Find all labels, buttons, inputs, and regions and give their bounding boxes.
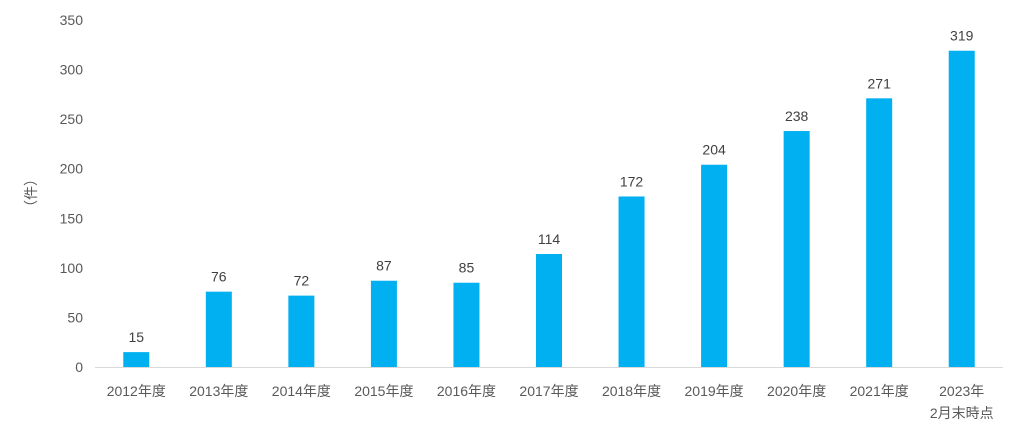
x-tick-label: 2月末時点 bbox=[930, 405, 994, 421]
y-axis-ticks: 0 50 100 150 200 250 300 350 bbox=[60, 12, 84, 375]
data-label: 76 bbox=[211, 269, 227, 285]
bar bbox=[866, 98, 893, 367]
data-label: 87 bbox=[376, 258, 392, 274]
data-label: 319 bbox=[950, 28, 974, 44]
data-label: 15 bbox=[128, 329, 144, 345]
bar bbox=[370, 280, 397, 367]
x-tick-label: 2018年度 bbox=[602, 383, 661, 399]
bar bbox=[783, 131, 810, 367]
bar bbox=[453, 282, 480, 367]
x-tick-label: 2014年度 bbox=[272, 383, 331, 399]
bar bbox=[123, 352, 150, 367]
x-tick-label: 2021年度 bbox=[850, 383, 909, 399]
y-axis-label: （件） bbox=[23, 172, 39, 214]
data-label: 238 bbox=[785, 108, 809, 124]
data-label: 204 bbox=[702, 142, 726, 158]
data-label: 271 bbox=[868, 75, 892, 91]
x-tick-label: 2023年 bbox=[939, 383, 984, 399]
bar bbox=[618, 196, 645, 367]
x-tick-label: 2019年度 bbox=[685, 383, 744, 399]
y-tick-label: 350 bbox=[60, 12, 84, 28]
x-tick-label: 2020年度 bbox=[767, 383, 826, 399]
x-tick-label: 2012年度 bbox=[107, 383, 166, 399]
x-tick-label: 2017年度 bbox=[519, 383, 578, 399]
bar bbox=[536, 253, 562, 367]
y-tick-label: 250 bbox=[60, 111, 84, 127]
data-label: 85 bbox=[459, 260, 475, 276]
x-tick-label: 2016年度 bbox=[437, 383, 496, 399]
bar bbox=[701, 164, 728, 367]
y-tick-label: 100 bbox=[60, 260, 84, 276]
data-label: 114 bbox=[538, 231, 561, 247]
data-label: 172 bbox=[620, 173, 644, 189]
x-tick-label: 2015年度 bbox=[354, 383, 413, 399]
y-tick-label: 150 bbox=[60, 210, 84, 226]
bar bbox=[948, 50, 975, 368]
x-tick-label: 2013年度 bbox=[189, 383, 248, 399]
bar bbox=[288, 295, 315, 367]
bar bbox=[205, 291, 232, 367]
y-tick-label: 50 bbox=[67, 309, 83, 325]
y-tick-label: 200 bbox=[60, 161, 84, 177]
x-axis-ticks: 2012年度 2013年度 2014年度 2015年度 2016年度 2017年度 2018… bbox=[107, 383, 994, 421]
data-label: 72 bbox=[294, 273, 310, 289]
y-tick-label: 0 bbox=[75, 359, 83, 375]
bars bbox=[123, 50, 975, 368]
data-labels: 15 76 72 87 85 114 172 204 238 271 319 bbox=[128, 28, 973, 345]
y-tick-label: 300 bbox=[60, 62, 84, 78]
